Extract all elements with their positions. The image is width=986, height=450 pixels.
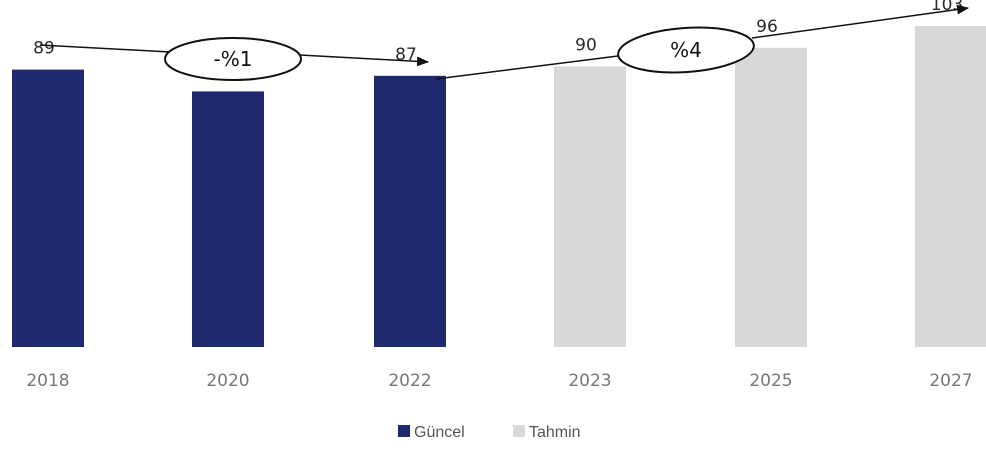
value-label-2025: 96 [756,17,778,37]
trend-arrow-historical-tail [299,54,429,67]
legend: Güncel Tahmin [398,424,581,441]
value-label-2023: 90 [575,35,597,55]
trend-arrow-forecast [435,55,619,80]
trend-annotation-historical: -%1 [39,37,429,81]
trend-arrow-forecast-tail [751,4,969,39]
category-label-2025: 2025 [749,371,792,391]
bar-2023 [554,66,626,347]
category-label-2018: 2018 [26,371,69,391]
legend-swatch-tahmin [513,425,525,437]
bar-2025 [735,47,807,347]
trend-label-historical: -%1 [214,47,253,71]
trend-annotation-forecast: %4 [435,4,969,80]
category-label-2022: 2022 [388,371,431,391]
trend-arrow-historical [39,44,171,53]
value-label-2027: 103 [931,0,963,15]
legend-label-tahmin: Tahmin [529,424,581,441]
legend-label-guncel: Güncel [414,424,465,441]
legend-swatch-guncel [398,425,410,437]
trend-ellipse-forecast [617,26,755,74]
category-label-2023: 2023 [568,371,611,391]
category-labels: 2018 2020 2022 2023 2025 2027 [26,371,972,391]
bar-2018 [12,69,84,347]
value-label-2018: 89 [33,39,55,59]
category-label-2020: 2020 [206,371,249,391]
bars-layer [12,25,986,348]
trend-ellipse-historical [164,37,302,81]
category-label-2027: 2027 [929,371,972,391]
bar-2020 [192,91,264,347]
trend-label-forecast: %4 [670,38,702,62]
bar-2022 [374,75,446,348]
bar-2027 [915,25,986,347]
